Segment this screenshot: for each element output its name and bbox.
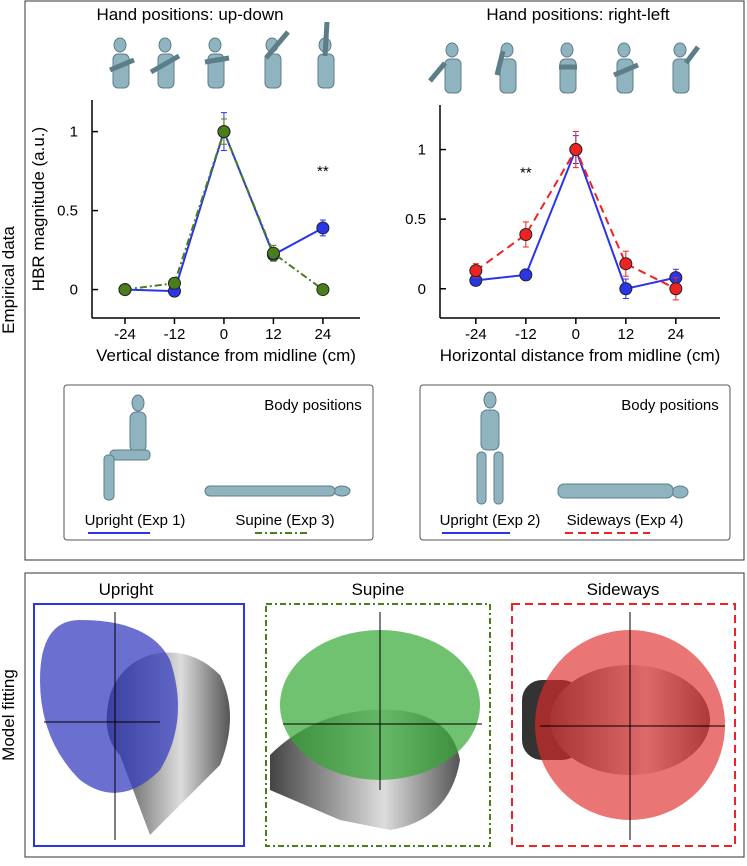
row-label: Empirical data: [0, 226, 18, 334]
model-box: [33, 603, 245, 847]
x-tick-label: -24: [114, 326, 136, 343]
series-line: [475, 147, 677, 290]
data-point: [519, 268, 533, 282]
x-tick-label: -24: [465, 326, 487, 343]
series: [118, 118, 330, 297]
annotation: **: [317, 163, 329, 180]
y-axis-label: HBR magnitude (a.u.): [29, 127, 48, 291]
model-title: Upright: [99, 580, 154, 599]
legend-box: [419, 384, 731, 541]
x-axis-label: Horizontal distance from midline (cm): [440, 346, 721, 365]
data-point: [217, 125, 231, 139]
chart-title: Hand positions: right-left: [486, 5, 670, 24]
row-label: Model fitting: [0, 669, 18, 761]
model-illustrations: [40, 612, 725, 840]
legend-label: Upright (Exp 2): [440, 512, 541, 529]
bottom-frame: [24, 572, 745, 858]
x-axis-label: Vertical distance from midline (cm): [96, 346, 356, 365]
legend-title: Body positions: [621, 397, 719, 414]
data-point: [316, 221, 330, 235]
legend-label: Supine (Exp 3): [235, 512, 334, 529]
chart-title: Hand positions: up-down: [96, 5, 283, 24]
y-tick-label: 1: [418, 142, 426, 159]
data-point: [619, 257, 633, 271]
y-tick-label: 0: [418, 281, 426, 298]
y-tick-label: 0: [70, 282, 78, 299]
data-point: [669, 282, 683, 296]
x-tick-label: -12: [515, 326, 537, 343]
model-box: [511, 603, 736, 847]
x-tick-label: 12: [265, 326, 282, 343]
legend-label: Sideways (Exp 4): [567, 512, 684, 529]
series-line: [124, 128, 324, 291]
annotation: **: [520, 164, 532, 181]
data-point: [569, 143, 583, 157]
x-tick-label: 24: [315, 326, 332, 343]
data-point: [266, 246, 280, 260]
data-point: [167, 276, 181, 290]
data-point: [519, 227, 533, 241]
body-figures: [103, 391, 689, 505]
y-tick-label: 1: [70, 124, 78, 141]
data-point: [619, 282, 633, 296]
model-title: Sideways: [587, 580, 660, 599]
data-point: [316, 283, 330, 297]
data-point: [469, 264, 483, 278]
y-tick-label: 0.5: [57, 203, 78, 220]
mannequin-row: [109, 21, 700, 94]
data-point: [118, 283, 132, 297]
x-tick-label: 12: [617, 326, 634, 343]
series-line: [475, 146, 677, 290]
model-title: Supine: [352, 580, 405, 599]
x-tick-label: -12: [164, 326, 186, 343]
legend-title: Body positions: [264, 397, 362, 414]
x-tick-label: 0: [572, 326, 580, 343]
series: [469, 130, 683, 301]
model-box: [265, 603, 491, 847]
legend-label: Upright (Exp 1): [85, 512, 186, 529]
y-tick-label: 0.5: [405, 211, 426, 228]
x-tick-label: 24: [667, 326, 684, 343]
x-tick-label: 0: [220, 326, 228, 343]
top-frame: [24, 0, 745, 561]
legend-box: [63, 384, 374, 541]
